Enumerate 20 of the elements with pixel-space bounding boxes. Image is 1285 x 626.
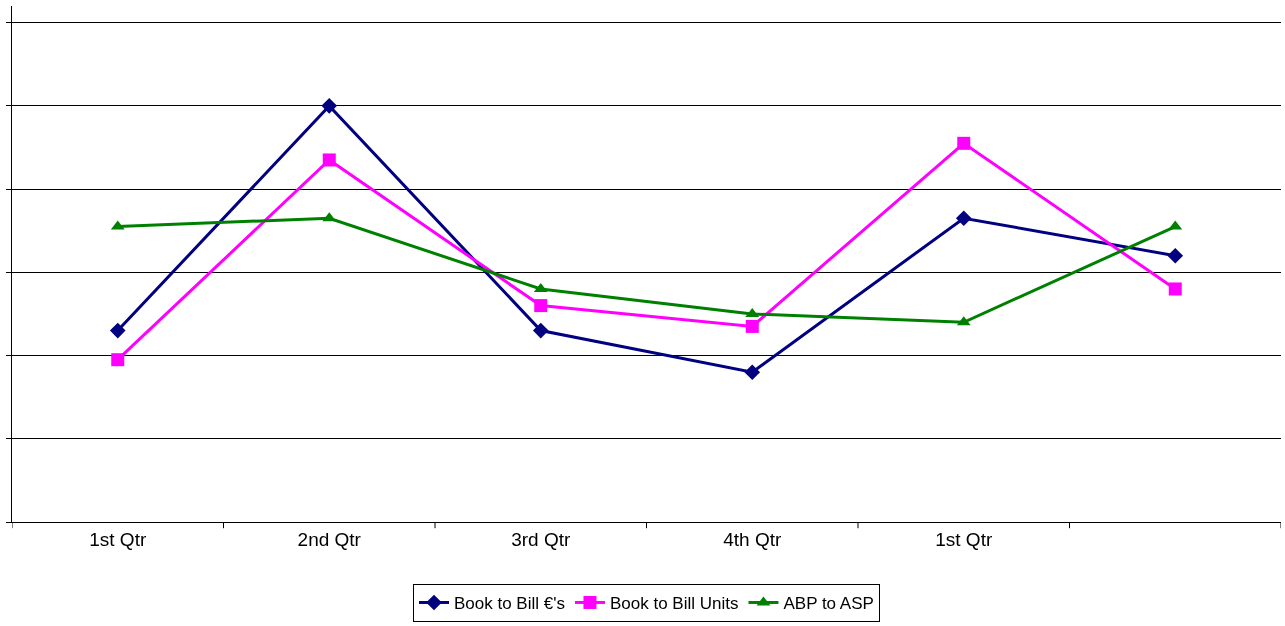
point	[957, 136, 971, 150]
point	[744, 364, 761, 380]
legend-label: Book to Bill Units	[609, 594, 739, 614]
point	[322, 153, 336, 167]
x-tick-label: 1st Qtr	[935, 528, 993, 550]
legend-label: ABP to ASP	[783, 594, 874, 614]
x-tick-label: 2nd Qtr	[297, 528, 362, 550]
point	[1168, 282, 1182, 296]
x-tick-label: 4th Qtr	[723, 528, 782, 550]
point	[1167, 247, 1184, 264]
point	[745, 319, 759, 333]
point	[111, 353, 125, 367]
point	[532, 322, 549, 339]
point	[534, 299, 548, 313]
legend-label: Book to Bill €'s	[454, 594, 565, 614]
point	[321, 98, 338, 114]
x-tick-label: 3rd Qtr	[511, 528, 571, 550]
x-tick-label: 1st Qtr	[89, 528, 147, 550]
point	[955, 210, 972, 227]
point	[109, 322, 126, 339]
